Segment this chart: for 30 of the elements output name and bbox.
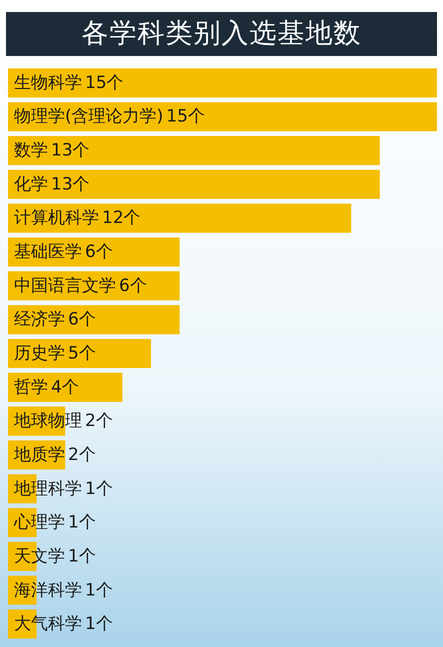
y-tick-label: 计算机科学 [14,208,99,228]
y-tick-label: 数学 [14,140,48,161]
y-tick-label: 地质学 [13,444,65,465]
data-label: 13个 [51,174,90,194]
chart-title: 各学科类别入选基地数 [6,12,437,56]
y-tick-label: 中国语言文学 [14,276,116,296]
y-tick-label: 历史学 [14,344,65,364]
data-label: 15个 [85,72,124,93]
y-tick-label: 物理学(含理论力学) [14,106,164,127]
y-tick-label: 生物科学 [14,72,82,93]
data-label: 1个 [85,478,113,499]
data-label: 1个 [68,546,96,566]
y-tick-label: 经济学 [14,310,65,330]
data-label: 6个 [68,310,96,330]
y-tick-label: 哲学 [14,377,48,398]
data-label: 1个 [85,614,113,634]
data-label: 6个 [119,276,147,296]
y-tick-label: 地球物理 [13,411,82,432]
data-label: 4个 [51,377,79,398]
y-tick-label: 化学 [14,174,48,194]
data-label: 1个 [85,580,113,600]
data-label: 15个 [166,106,205,127]
data-label: 2个 [85,411,113,432]
data-label: 13个 [51,140,90,161]
data-label: 2个 [68,444,96,465]
data-label: 1个 [68,512,96,533]
data-label: 12个 [102,208,141,228]
y-tick-label: 基础医学 [14,242,82,262]
data-label: 5个 [68,344,96,364]
data-label: 6个 [85,242,113,262]
